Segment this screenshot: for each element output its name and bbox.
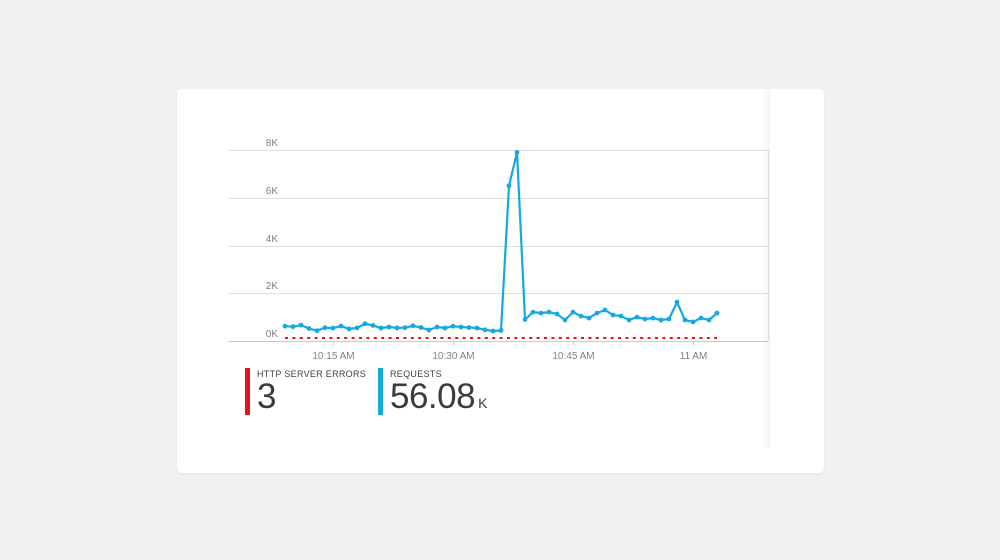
scrollbar-track[interactable]	[764, 89, 770, 448]
requests-color-bar	[378, 368, 383, 415]
metric-value: 3	[257, 377, 276, 416]
metrics-chart-card[interactable]: 0K 2K 4K 6K 8K 10:15 AM 10:30 AM 10:45 AM 11 AM …	[177, 89, 824, 473]
requests-errors-line-chart: 0K 2K 4K 6K 8K 10:15 AM 10:30 AM 10:45 AM 11 AM	[228, 138, 769, 362]
metric-value: 56.08	[390, 377, 476, 416]
metric-http-server-errors[interactable]: HTTP SERVER ERRORS 3	[245, 368, 366, 415]
metric-label: REQUESTS	[390, 369, 442, 379]
svg-text:2K: 2K	[266, 281, 279, 292]
svg-text:4K: 4K	[266, 234, 279, 245]
svg-text:8K: 8K	[266, 138, 279, 149]
metric-label: HTTP SERVER ERRORS	[257, 369, 367, 379]
metric-requests[interactable]: REQUESTS 56.08 K	[378, 368, 487, 421]
svg-text:6K: 6K	[266, 186, 279, 197]
svg-text:10:45 AM: 10:45 AM	[552, 351, 594, 362]
svg-text:10:15 AM: 10:15 AM	[312, 351, 354, 362]
http-server-errors-color-bar	[245, 368, 250, 415]
metric-unit: K	[478, 395, 488, 411]
svg-text:10:30 AM: 10:30 AM	[432, 351, 474, 362]
svg-text:11 AM: 11 AM	[680, 351, 708, 362]
svg-text:0K: 0K	[266, 329, 279, 340]
